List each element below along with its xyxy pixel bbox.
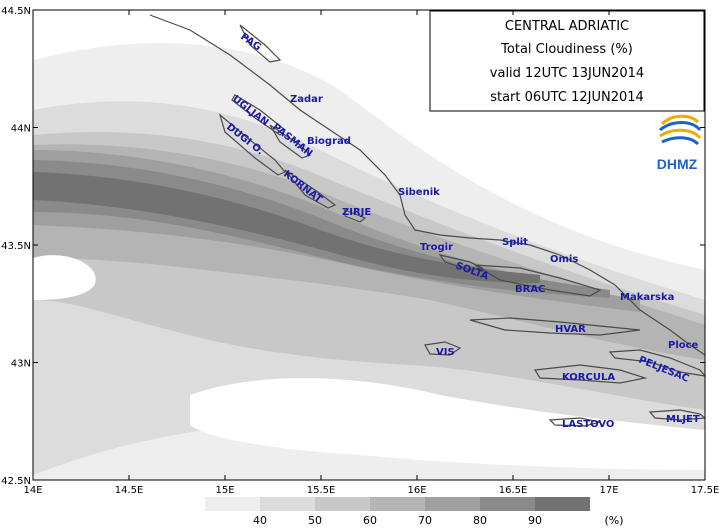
island-dugi-otok	[218, 113, 286, 176]
legend-swatch	[425, 497, 480, 511]
island-pag	[239, 24, 282, 63]
label-brac: BRAC	[515, 284, 545, 295]
lat-tick-label: 43N	[11, 359, 31, 370]
legend-swatch	[535, 497, 590, 511]
lat-tick-label: 42.5N	[1, 476, 31, 487]
label-zirje: ZIRJE	[342, 207, 371, 218]
island-pasman	[269, 124, 312, 159]
island-mljet	[648, 409, 705, 421]
legend-label: 70	[418, 514, 432, 527]
legend: 40 50 60 70 80 90 (%)	[205, 497, 624, 527]
coastline	[149, 14, 705, 427]
island-zirje	[344, 209, 367, 223]
cloud-band-max	[33, 172, 540, 283]
title-line-3: valid 12UTC 13JUN2014	[490, 66, 644, 81]
mainland-coast	[149, 14, 705, 356]
title-box: CENTRAL ADRIATIC Total Cloudiness (%) va…	[429, 10, 705, 112]
label-trogir: Trogir	[420, 242, 453, 253]
legend-label: 40	[253, 514, 267, 527]
island-hvar	[469, 317, 641, 336]
title-line-1: CENTRAL ADRIATIC	[505, 19, 629, 34]
label-biograd: Biograd	[307, 136, 351, 147]
legend-swatch	[370, 497, 425, 511]
label-mljet: MLJET	[666, 414, 700, 425]
legend-label: 50	[308, 514, 322, 527]
island-brac	[474, 264, 602, 297]
cloud-field	[33, 43, 705, 480]
label-sibenik: Sibenik	[398, 187, 440, 198]
label-vis: VIS	[436, 347, 455, 358]
island-vis	[424, 341, 462, 356]
lon-tick-label: 14.5E	[115, 485, 144, 496]
lat-tick-label: 44N	[11, 124, 31, 135]
legend-unit: (%)	[604, 514, 623, 527]
label-lastovo: LASTOVO	[562, 419, 614, 430]
dhmz-logo: DHMZ	[657, 114, 702, 172]
lon-tick-label: 15.5E	[307, 485, 336, 496]
lon-tick-label: 17E	[599, 485, 618, 496]
lon-tick-label: 15E	[215, 485, 234, 496]
label-hvar: HVAR	[555, 324, 586, 335]
lon-tick-label: 16.5E	[499, 485, 528, 496]
clear-area-south	[190, 378, 705, 470]
label-omis: Omis	[550, 254, 578, 265]
legend-label: 90	[528, 514, 542, 527]
lon-tick-label: 14E	[23, 485, 42, 496]
lon-tick-label: 16E	[407, 485, 426, 496]
legend-label: 80	[473, 514, 487, 527]
title-frame	[429, 10, 705, 112]
title-line-2: Total Cloudiness (%)	[500, 42, 633, 57]
title-line-4: start 06UTC 12JUN2014	[490, 90, 644, 105]
axes: 14E 14.5E 15E 15.5E 16E 16.5E 17E 17.5E 44.5N 44N…	[1, 6, 719, 496]
dhmz-logo-text: DHMZ	[657, 156, 698, 172]
clear-area-west	[33, 255, 96, 300]
dhmz-logo-mark	[659, 114, 702, 146]
legend-swatch	[260, 497, 315, 511]
legend-swatch	[205, 497, 260, 511]
label-ploce: Ploce	[668, 340, 699, 351]
island-lastovo	[548, 417, 601, 427]
island-kornat	[284, 169, 337, 209]
lon-tick-label: 17.5E	[691, 485, 720, 496]
island-ugljan	[231, 94, 286, 136]
lat-tick-label: 43.5N	[1, 241, 31, 252]
lat-tick-label: 44.5N	[1, 6, 31, 17]
label-zadar: Zadar	[290, 94, 323, 105]
label-makarska: Makarska	[620, 292, 674, 303]
legend-label: 60	[363, 514, 377, 527]
label-split: Split	[502, 237, 528, 248]
peninsula-peljesac	[608, 349, 705, 377]
legend-swatch	[480, 497, 535, 511]
island-solta	[438, 254, 484, 271]
label-korcula: KORCULA	[562, 372, 615, 383]
island-korcula	[533, 364, 648, 384]
legend-swatch	[315, 497, 370, 511]
